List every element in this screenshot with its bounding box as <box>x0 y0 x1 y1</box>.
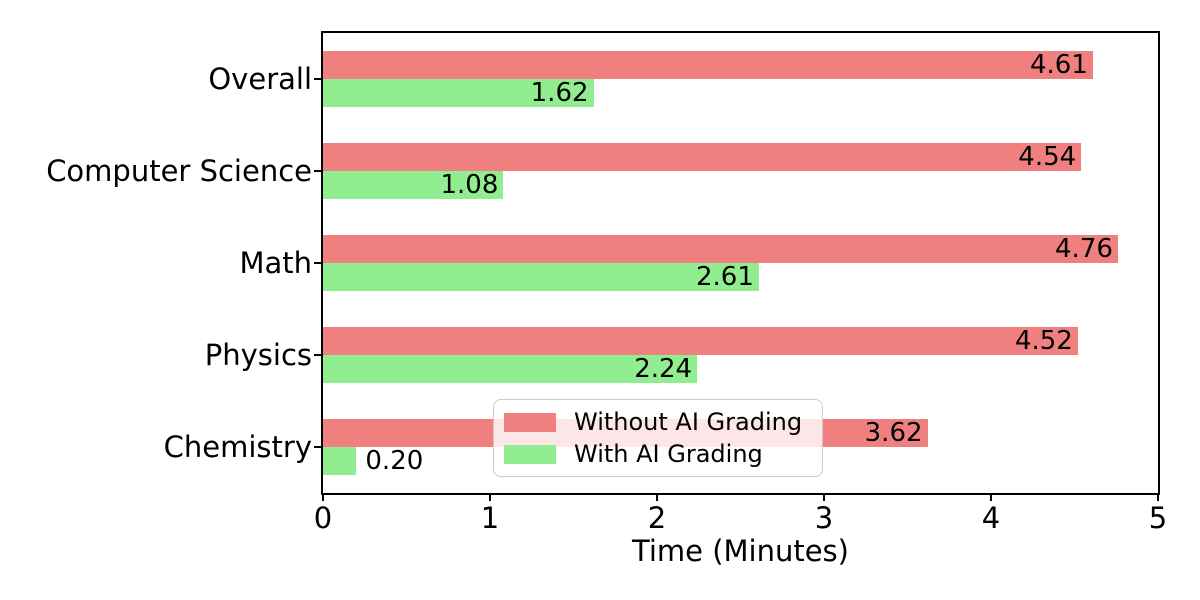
bar-value-label: 4.54 <box>1018 142 1077 172</box>
y-tick-label: Physics <box>204 338 312 372</box>
y-tick-mark <box>314 446 322 448</box>
y-tick-mark <box>314 170 322 172</box>
bar-value-label: 4.52 <box>1014 326 1073 356</box>
legend-label-with-ai: With AI Grading <box>574 440 763 468</box>
bar-without-ai-grading <box>323 143 1082 171</box>
bar-value-label: 0.20 <box>365 446 424 476</box>
x-tick-mark <box>1157 493 1159 501</box>
bar-without-ai-grading <box>323 235 1118 263</box>
x-tick-mark <box>489 493 491 501</box>
legend: Without AI Grading With AI Grading <box>493 399 823 477</box>
y-tick-label: Chemistry <box>163 430 312 464</box>
bar-with-ai-grading <box>323 355 698 383</box>
bar-value-label: 3.62 <box>864 418 923 448</box>
x-tick-mark <box>322 493 324 501</box>
x-tick-label: 2 <box>647 501 667 535</box>
x-tick-label: 3 <box>814 501 834 535</box>
x-tick-label: 1 <box>480 501 500 535</box>
bar-value-label: 2.24 <box>634 354 693 384</box>
y-tick-mark <box>314 354 322 356</box>
x-tick-mark <box>656 493 658 501</box>
x-tick-mark <box>823 493 825 501</box>
legend-label-without-ai: Without AI Grading <box>574 408 803 436</box>
x-tick-mark <box>990 493 992 501</box>
bar-with-ai-grading <box>323 79 594 107</box>
legend-entry-with-ai: With AI Grading <box>504 440 812 468</box>
bar-with-ai-grading <box>323 263 759 291</box>
y-tick-mark <box>314 78 322 80</box>
y-tick-label: Math <box>239 246 312 280</box>
bar-without-ai-grading <box>323 327 1078 355</box>
bar-without-ai-grading <box>323 51 1093 79</box>
x-tick-label: 4 <box>981 501 1001 535</box>
x-axis-label: Time (Minutes) <box>632 534 849 568</box>
y-tick-mark <box>314 262 322 264</box>
bar-value-label: 1.62 <box>530 78 589 108</box>
bar-with-ai-grading <box>323 447 357 475</box>
bar-value-label: 1.08 <box>440 170 499 200</box>
bar-value-label: 2.61 <box>695 262 754 292</box>
y-tick-label: Overall <box>208 62 312 96</box>
legend-swatch-without-ai <box>504 412 556 432</box>
y-tick-label: Computer Science <box>46 154 312 188</box>
legend-entry-without-ai: Without AI Grading <box>504 408 812 436</box>
bar-value-label: 4.76 <box>1055 234 1113 264</box>
x-tick-label: 5 <box>1148 501 1168 535</box>
x-tick-label: 0 <box>313 501 333 535</box>
legend-swatch-with-ai <box>504 444 556 464</box>
bar-value-label: 4.61 <box>1029 50 1088 80</box>
bar-with-ai-grading <box>323 171 504 199</box>
